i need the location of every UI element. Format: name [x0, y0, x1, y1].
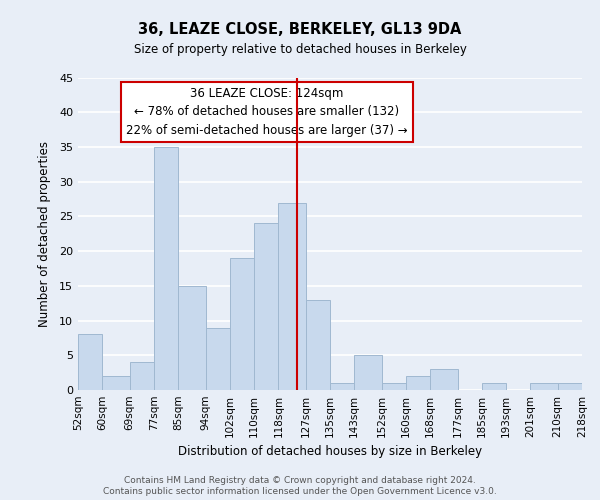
Bar	[330, 383, 354, 390]
Bar	[102, 376, 130, 390]
Bar	[278, 202, 306, 390]
Bar	[306, 300, 330, 390]
Bar	[154, 147, 178, 390]
Bar	[206, 328, 230, 390]
Bar	[558, 383, 582, 390]
Bar	[130, 362, 154, 390]
Bar	[382, 383, 406, 390]
Bar	[430, 369, 458, 390]
Bar	[354, 356, 382, 390]
Bar	[178, 286, 206, 390]
Text: Contains HM Land Registry data © Crown copyright and database right 2024.: Contains HM Land Registry data © Crown c…	[124, 476, 476, 485]
Bar	[230, 258, 254, 390]
Bar	[406, 376, 430, 390]
Bar	[254, 224, 278, 390]
Text: 36, LEAZE CLOSE, BERKELEY, GL13 9DA: 36, LEAZE CLOSE, BERKELEY, GL13 9DA	[139, 22, 461, 38]
Text: 36 LEAZE CLOSE: 124sqm
← 78% of detached houses are smaller (132)
22% of semi-de: 36 LEAZE CLOSE: 124sqm ← 78% of detached…	[126, 87, 408, 137]
Y-axis label: Number of detached properties: Number of detached properties	[38, 141, 50, 327]
X-axis label: Distribution of detached houses by size in Berkeley: Distribution of detached houses by size …	[178, 446, 482, 458]
Bar	[78, 334, 102, 390]
Bar	[482, 383, 506, 390]
Bar	[530, 383, 558, 390]
Text: Size of property relative to detached houses in Berkeley: Size of property relative to detached ho…	[134, 42, 466, 56]
Text: Contains public sector information licensed under the Open Government Licence v3: Contains public sector information licen…	[103, 488, 497, 496]
